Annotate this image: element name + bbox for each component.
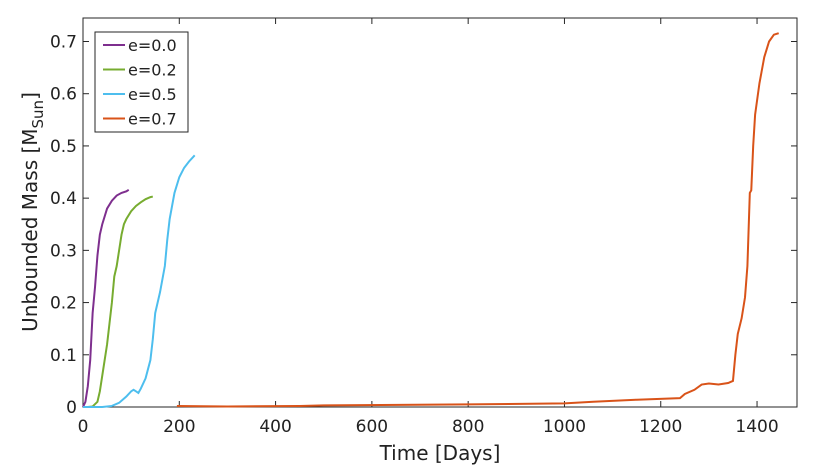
- x-tick-label: 1200: [639, 417, 682, 437]
- y-label-end: ]: [18, 92, 42, 100]
- x-tick-label: 400: [259, 417, 291, 437]
- x-tick-label: 200: [163, 417, 195, 437]
- y-tick-label: 0.5: [50, 137, 77, 157]
- legend-label: e=0.5: [128, 85, 177, 104]
- data-line: [87, 195, 154, 408]
- legend-label: e=0.2: [128, 61, 177, 80]
- y-tick-label: 0.7: [50, 32, 77, 52]
- y-label-sub: Sun: [29, 100, 47, 129]
- x-tick-label: 1400: [735, 417, 778, 437]
- legend-label: e=0.0: [128, 36, 177, 55]
- legend-label: e=0.7: [128, 110, 177, 129]
- y-tick-label: 0.2: [50, 294, 77, 314]
- data-line: [83, 154, 196, 408]
- y-tick-label: 0.3: [50, 241, 77, 261]
- y-tick-label: 0.6: [50, 85, 77, 105]
- legend-box: [94, 31, 189, 133]
- y-label-main: Unbounded Mass [M: [18, 128, 42, 331]
- x-axis-label: Time [Days]: [379, 441, 501, 465]
- x-tick-label: 800: [452, 417, 484, 437]
- x-tick-label: 600: [356, 417, 388, 437]
- y-tick-label: 0.1: [50, 346, 77, 366]
- data-line: [176, 32, 780, 408]
- y-tick-label: 0.4: [50, 189, 77, 209]
- data-line: [82, 188, 130, 408]
- x-tick-label: 1000: [543, 417, 586, 437]
- y-axis-label: Unbounded Mass [MSun]: [18, 92, 47, 332]
- plot-frame: [82, 17, 798, 408]
- y-tick-label: 0: [66, 398, 77, 418]
- x-tick-label: 0: [78, 417, 89, 437]
